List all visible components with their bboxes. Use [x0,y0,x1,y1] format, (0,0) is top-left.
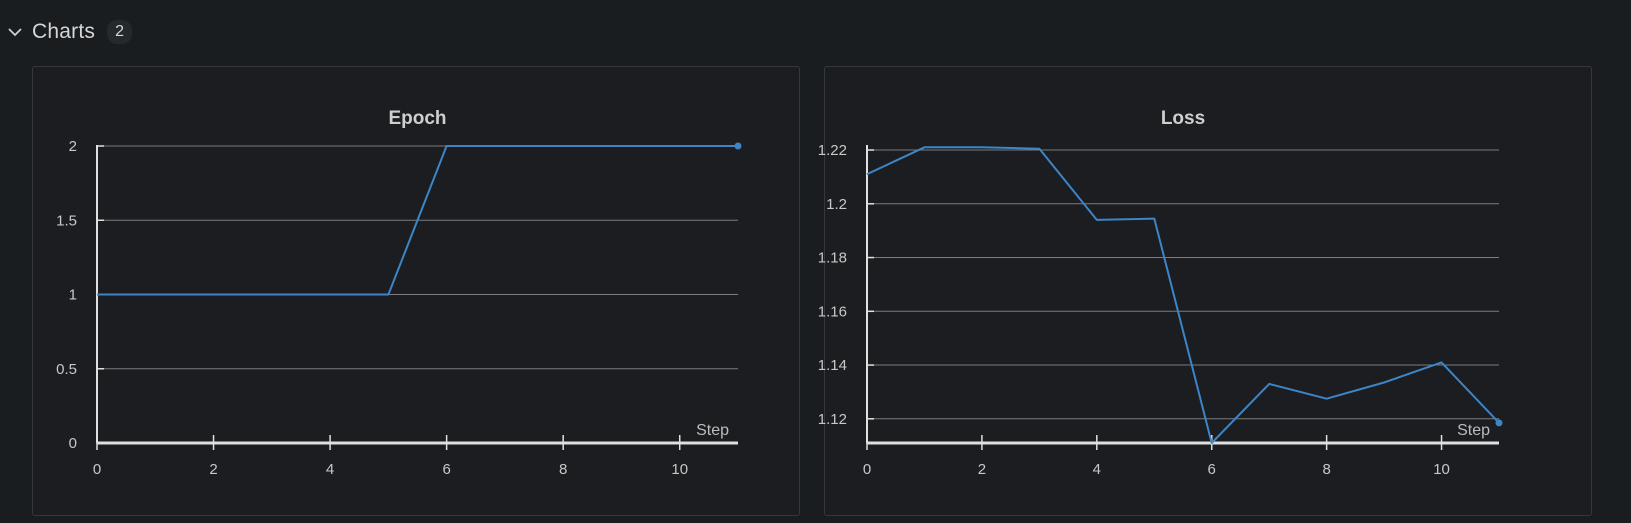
epoch-x-tick-label: 6 [442,461,450,478]
loss-y-tick-label: 1.12 [818,411,847,428]
epoch-x-tick-label: 4 [326,461,334,478]
loss-y-tick-label: 1.16 [818,303,847,320]
loss-x-axis-label: Step [1457,422,1490,439]
loss-x-tick-label: 4 [1093,461,1101,478]
loss-x-tick-label: 6 [1208,461,1216,478]
epoch-chart-title: Epoch [388,108,446,129]
epoch-series-line [97,145,738,296]
epoch-x-tick-label: 0 [93,461,101,478]
loss-x-tick-label: 8 [1322,461,1330,478]
loss-y-tick-label: 1.18 [818,250,847,267]
loss-x-tick-label: 10 [1433,461,1450,478]
loss-series-line [866,146,1500,444]
loss-y-tick-label: 1.2 [826,196,847,213]
section-title: Charts [32,20,96,43]
chart-count-badge: 2 [107,20,132,44]
epoch-last-point[interactable] [734,142,742,150]
chevron-down-icon[interactable] [2,19,28,45]
epoch-y-tick-label: 1.5 [56,212,77,229]
epoch-chart-card: Epoch 0 0.5 1 1.5 2 0 2 4 6 8 10 Step [32,66,800,516]
epoch-x-tick-label: 2 [209,461,217,478]
loss-y-tick-label: 1.22 [818,142,847,159]
loss-y-tick-label: 1.14 [818,357,847,374]
loss-chart-card: Loss 1.12 1.14 1.16 1.18 1.2 1.22 0 2 4 6 8 10 Step [818,66,1592,516]
loss-last-point[interactable] [1495,419,1503,427]
epoch-x-tick-label: 10 [671,461,688,478]
loss-chart: Loss 1.12 1.14 1.16 1.18 1.2 1.22 0 2 4 6 8 10 Step [818,108,1503,478]
epoch-x-tick-label: 8 [559,461,567,478]
epoch-y-tick-label: 1 [69,287,77,304]
epoch-x-axis-label: Step [696,422,729,439]
loss-x-tick-label: 2 [978,461,986,478]
loss-chart-title: Loss [1161,108,1205,129]
epoch-y-tick-label: 2 [69,138,77,155]
charts-section-header[interactable]: Charts 2 [0,14,132,50]
loss-x-tick-label: 0 [863,461,871,478]
epoch-y-tick-label: 0 [69,435,77,452]
epoch-y-tick-label: 0.5 [56,361,77,378]
epoch-chart: Epoch 0 0.5 1 1.5 2 0 2 4 6 8 10 Step [56,108,742,478]
